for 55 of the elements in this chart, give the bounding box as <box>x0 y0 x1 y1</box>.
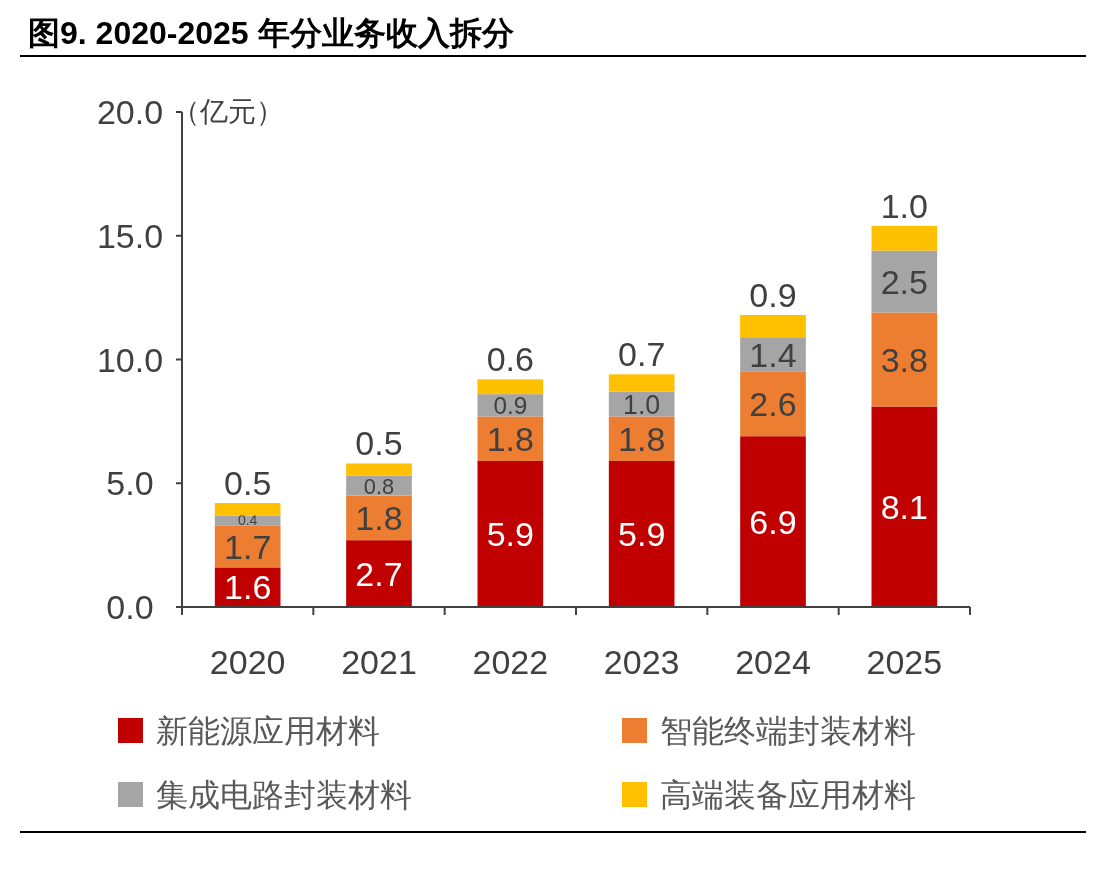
y-tick-label: 20.0 <box>96 93 164 131</box>
data-label: 0.5 <box>355 424 403 463</box>
bar <box>477 379 544 395</box>
bar <box>871 225 938 251</box>
legend-label: 智能终端封装材料 <box>660 713 916 749</box>
y-tick-label: 0.0 <box>106 588 154 626</box>
data-label: 0.9 <box>749 275 797 314</box>
data-label: 1.8 <box>355 499 403 538</box>
x-tick-label: 2025 <box>866 643 943 681</box>
data-label: 1.0 <box>880 186 928 225</box>
data-label: 6.9 <box>749 502 797 541</box>
data-label: 0.7 <box>618 335 666 374</box>
y-tick-label: 5.0 <box>106 464 154 503</box>
x-tick-label: 2023 <box>603 643 680 681</box>
legend-label: 集成电路封装材料 <box>156 777 412 813</box>
legend-label: 高端装备应用材料 <box>660 777 916 813</box>
bar <box>608 460 675 607</box>
chart-title: 图9. 2020-2025 年分业务收入拆分 <box>28 15 514 51</box>
data-label: 2.6 <box>749 385 797 424</box>
x-tick-label: 2021 <box>341 643 417 681</box>
x-tick-label: 2024 <box>735 643 811 681</box>
bar <box>214 525 281 568</box>
data-label: 0.4 <box>237 512 258 529</box>
data-label: 1.0 <box>623 389 661 420</box>
data-label: 0.6 <box>486 340 534 379</box>
data-label: 1.8 <box>618 419 666 458</box>
data-label: 1.6 <box>224 568 272 607</box>
data-label: 0.9 <box>493 392 528 420</box>
bar <box>346 540 412 607</box>
bar <box>871 406 938 607</box>
data-label: 3.8 <box>880 340 928 379</box>
data-label: 1.4 <box>749 335 797 374</box>
data-label: 2.7 <box>355 554 403 593</box>
legend-label: 新能源应用材料 <box>156 713 380 749</box>
data-label: 0.5 <box>224 464 272 503</box>
bar <box>214 503 281 516</box>
x-tick-label: 2020 <box>209 643 286 681</box>
y-axis-title: （亿元） <box>172 96 284 127</box>
y-tick-label: 15.0 <box>96 216 164 255</box>
bar <box>740 314 806 338</box>
data-label: 1.7 <box>224 527 272 566</box>
bar <box>871 312 938 407</box>
data-label: 5.9 <box>618 515 666 554</box>
bar <box>740 436 806 607</box>
x-tick-label: 2022 <box>472 643 549 681</box>
bar <box>608 374 675 392</box>
data-label: 1.8 <box>486 419 534 458</box>
y-tick-label: 10.0 <box>96 340 164 379</box>
bar <box>346 463 412 476</box>
bar <box>740 371 806 437</box>
bar <box>477 460 544 607</box>
data-label: 8.1 <box>880 488 928 526</box>
data-label: 2.5 <box>880 262 928 301</box>
data-label: 5.9 <box>486 515 534 554</box>
data-label: 0.8 <box>363 473 395 499</box>
